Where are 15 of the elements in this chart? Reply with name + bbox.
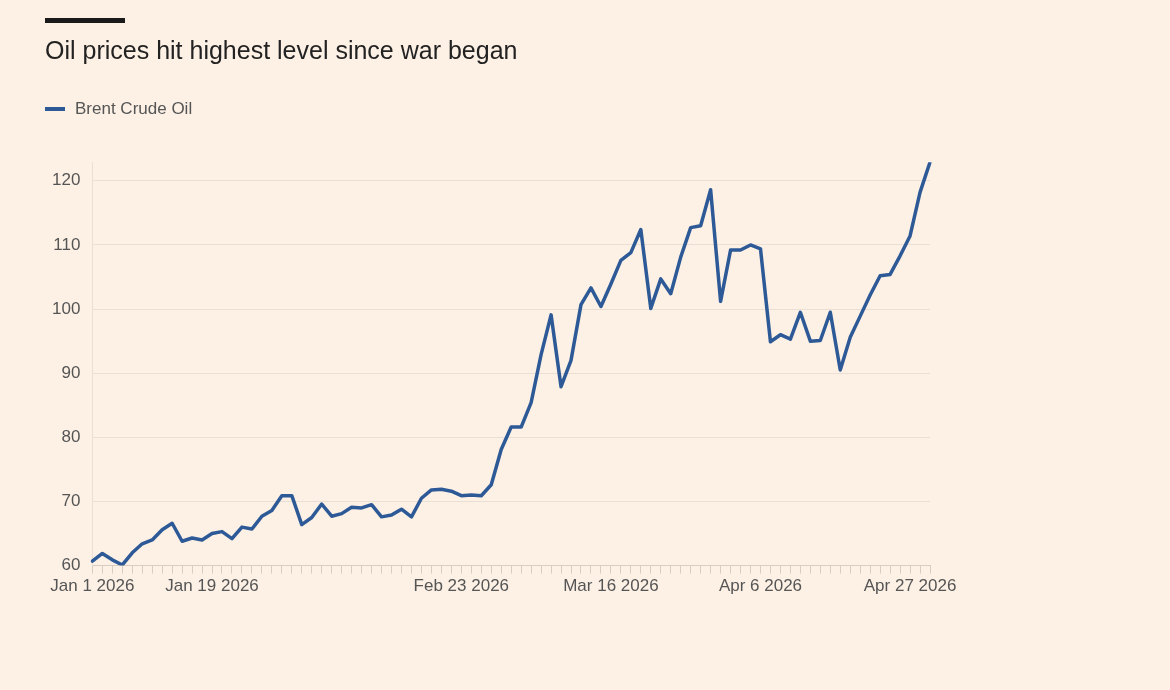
y-tick-label: 70 (61, 491, 81, 511)
x-tick-label: Jan 19 2026 (165, 576, 259, 596)
y-tick-label: 110 (53, 234, 81, 254)
y-tick-label: 100 (51, 298, 81, 318)
y-tick-label: 80 (61, 427, 81, 447)
y-tick-label: 60 (61, 555, 81, 575)
x-tick-label: Apr 27 2026 (863, 576, 957, 596)
chart-title: Oil prices hit highest level since war began (45, 36, 518, 65)
x-tick-label: Apr 6 2026 (718, 576, 803, 596)
y-tick-label: 90 (61, 362, 81, 382)
legend-label: Brent Crude Oil (75, 99, 193, 119)
x-tick-label: Feb 23 2026 (413, 576, 510, 596)
y-tick-label: 120 (51, 170, 81, 190)
x-tick-label: Mar 16 2026 (563, 576, 659, 596)
x-tick-label: Jan 1 2026 (50, 576, 135, 596)
